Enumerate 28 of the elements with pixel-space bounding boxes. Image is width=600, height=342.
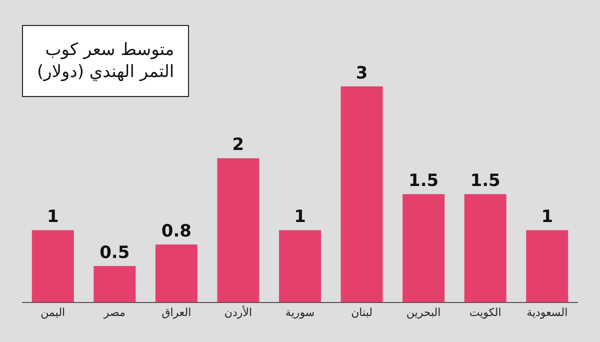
chart-title: متوسط سعر كوب التمر الهندي (دولار) bbox=[37, 40, 174, 82]
x-tick-label: مصر bbox=[102, 306, 126, 320]
data-label: 0.8 bbox=[161, 221, 192, 242]
x-tick-label: البحرين bbox=[406, 306, 441, 320]
bar bbox=[217, 158, 260, 302]
data-label: 1.5 bbox=[408, 171, 439, 192]
data-label: 1 bbox=[541, 207, 554, 228]
data-label: 1 bbox=[294, 207, 306, 228]
bar bbox=[340, 86, 383, 302]
bar bbox=[464, 194, 506, 302]
data-label: 1.5 bbox=[470, 171, 500, 192]
bar bbox=[94, 266, 136, 302]
bar bbox=[32, 230, 74, 302]
bar bbox=[279, 230, 321, 302]
data-label: 2 bbox=[232, 135, 244, 156]
x-tick-label: الأردن bbox=[224, 305, 252, 320]
x-tick-label: لبنان bbox=[351, 306, 372, 320]
x-tick-label: سورية bbox=[285, 306, 315, 320]
bar bbox=[155, 244, 198, 302]
x-tick-label: العراق bbox=[162, 306, 192, 320]
x-tick-label: الكويت bbox=[469, 306, 502, 320]
x-tick-label: السعودية bbox=[526, 306, 568, 320]
bar bbox=[526, 230, 568, 302]
data-label: 3 bbox=[356, 63, 368, 84]
x-tick-label: اليمن bbox=[40, 306, 66, 320]
data-label: 0.5 bbox=[100, 243, 130, 264]
bar bbox=[402, 194, 445, 302]
data-label: 1 bbox=[46, 207, 59, 228]
